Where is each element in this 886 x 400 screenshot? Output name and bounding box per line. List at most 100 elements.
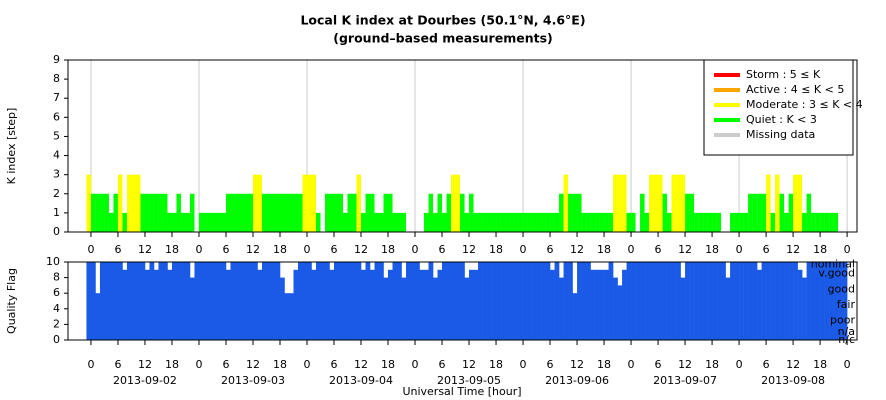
- bar: [383, 277, 389, 340]
- bar: [347, 193, 353, 232]
- x-tick-label: 0: [87, 243, 94, 256]
- bar: [374, 212, 380, 232]
- bar: [266, 193, 271, 232]
- legend-label: Storm : 5 ≤ K: [746, 68, 821, 81]
- x-tick-label: 12: [246, 358, 260, 371]
- bar: [820, 212, 825, 232]
- bar: [189, 277, 195, 340]
- bar: [144, 193, 150, 232]
- bar: [712, 212, 717, 232]
- x-tick-label: 0: [520, 358, 527, 371]
- bar: [478, 212, 483, 232]
- bar: [779, 193, 785, 232]
- bar: [568, 193, 573, 232]
- y-axis-label: K index [step]: [5, 108, 18, 185]
- bar: [126, 262, 132, 340]
- bar: [140, 262, 146, 340]
- bar: [365, 262, 371, 340]
- bar: [829, 212, 834, 232]
- bar: [550, 212, 555, 232]
- bar: [667, 212, 672, 232]
- bar: [518, 262, 524, 340]
- bar: [158, 262, 164, 340]
- bar: [266, 262, 272, 340]
- bar: [153, 269, 159, 340]
- bar: [171, 262, 177, 340]
- bar: [428, 262, 434, 340]
- x-tick-label: 12: [246, 243, 260, 256]
- x-tick-label: 0: [736, 243, 743, 256]
- bar: [234, 193, 240, 232]
- x-tick-label: 18: [381, 358, 395, 371]
- bar: [797, 269, 803, 340]
- bar: [361, 212, 366, 232]
- legend-label: Moderate : 3 ≤ K < 4: [746, 98, 863, 111]
- bar: [748, 262, 753, 340]
- x-tick-label: 18: [165, 358, 179, 371]
- bar: [640, 262, 645, 340]
- bar: [838, 262, 843, 340]
- flag-label: nominal: [811, 257, 855, 270]
- legend-box: [703, 59, 854, 156]
- bar: [518, 212, 524, 232]
- bar: [581, 262, 587, 340]
- date-label: 2013-09-04: [329, 374, 393, 387]
- x-tick-label: 0: [736, 358, 743, 371]
- x-tick-label: 6: [439, 358, 446, 371]
- bar: [225, 193, 231, 232]
- bar: [198, 212, 204, 232]
- bar: [676, 262, 681, 340]
- bar: [707, 212, 713, 232]
- x-tick-label: 12: [570, 243, 584, 256]
- x-tick-label: 18: [381, 243, 395, 256]
- bar: [496, 212, 501, 232]
- bar: [568, 262, 573, 340]
- bar: [144, 269, 150, 340]
- bar: [586, 262, 591, 340]
- bar: [550, 269, 555, 340]
- bar: [261, 262, 267, 340]
- bar: [185, 262, 191, 340]
- bar: [536, 262, 542, 340]
- y-tick-label: 8: [53, 271, 60, 284]
- bar: [721, 262, 726, 340]
- bar: [689, 262, 695, 340]
- date-label: 2013-09-05: [437, 374, 501, 387]
- bar: [694, 262, 699, 340]
- bar: [532, 262, 537, 340]
- bar: [514, 262, 519, 340]
- y-tick-label: 2: [53, 317, 60, 330]
- y-tick-label: 7: [53, 91, 60, 104]
- bar: [644, 212, 650, 232]
- chart-title: Local K index at Dourbes (50.1°N, 4.6°E): [300, 13, 585, 28]
- bar: [541, 262, 546, 340]
- bar: [288, 193, 294, 232]
- bar: [293, 269, 299, 340]
- x-tick-label: 18: [813, 243, 827, 256]
- x-tick-label: 0: [87, 358, 94, 371]
- bar: [698, 212, 704, 232]
- bar: [554, 212, 560, 232]
- x-tick-label: 18: [705, 243, 719, 256]
- y-tick-label: 4: [53, 302, 60, 315]
- bar: [171, 212, 177, 232]
- bar: [487, 212, 492, 232]
- bar: [329, 269, 335, 340]
- bar: [433, 277, 438, 340]
- bar: [545, 262, 551, 340]
- bar: [766, 174, 771, 232]
- bar: [509, 212, 515, 232]
- x-tick-label: 6: [547, 243, 554, 256]
- bar: [252, 262, 258, 340]
- bar: [631, 212, 636, 232]
- bar: [802, 212, 807, 232]
- date-label: 2013-09-02: [113, 374, 177, 387]
- x-tick-label: 12: [138, 243, 152, 256]
- bar: [419, 269, 425, 340]
- bar: [784, 212, 789, 232]
- bar: [523, 212, 528, 232]
- x-tick-label: 6: [763, 243, 770, 256]
- bar: [613, 174, 618, 232]
- bar: [383, 193, 389, 232]
- bar: [320, 262, 326, 340]
